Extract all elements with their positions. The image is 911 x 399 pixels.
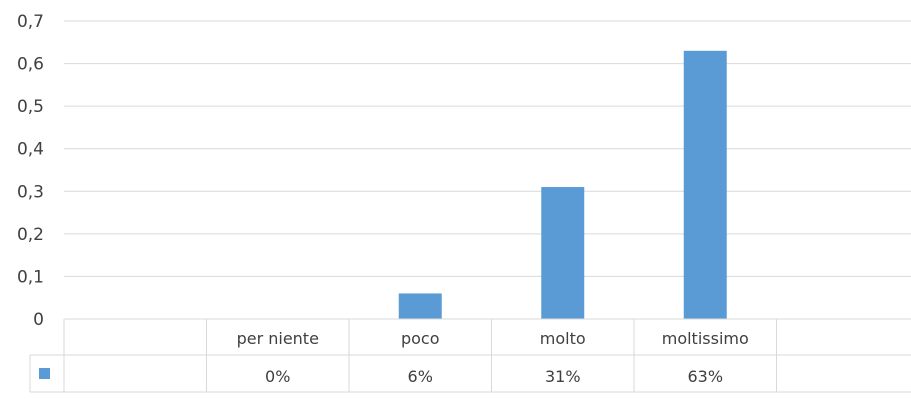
data-table: per niente 0% poco 6% molto 31% moltissimo 63%: [29, 318, 911, 393]
bar: [683, 50, 727, 320]
y-axis-tick-labels: 0 0,1 0,2 0,3 0,4 0,5 0,6 0,7: [17, 12, 44, 330]
y-tick-label: 0,3: [17, 182, 44, 202]
data-label: 31%: [545, 367, 581, 386]
y-tick-label: 0,7: [17, 12, 44, 32]
bars: [398, 50, 727, 320]
category-label: molto: [540, 329, 586, 348]
y-tick-label: 0,2: [17, 225, 44, 245]
category-label: moltissimo: [662, 329, 749, 348]
y-tick-label: 0: [33, 310, 44, 330]
y-tick-label: 0,5: [17, 97, 44, 117]
data-label: 6%: [408, 367, 433, 386]
category-label: poco: [401, 329, 440, 348]
bar: [398, 293, 442, 319]
category-label: per niente: [237, 329, 319, 348]
data-label: 63%: [687, 367, 723, 386]
legend-swatch: [39, 368, 50, 379]
bar: [541, 187, 585, 319]
y-tick-label: 0,1: [17, 267, 44, 287]
y-tick-label: 0,6: [17, 55, 44, 75]
y-tick-label: 0,4: [17, 140, 44, 160]
data-label: 0%: [265, 367, 290, 386]
gridlines: [64, 20, 911, 277]
